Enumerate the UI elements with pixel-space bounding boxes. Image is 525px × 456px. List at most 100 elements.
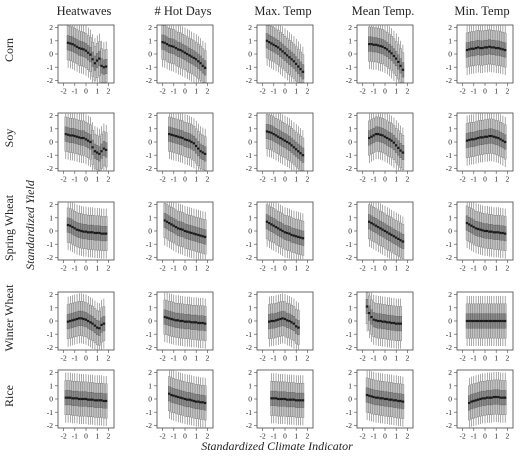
box-median bbox=[172, 318, 176, 321]
box-median bbox=[277, 135, 280, 138]
box-median bbox=[183, 320, 187, 323]
box-median bbox=[69, 134, 72, 137]
box-median bbox=[89, 140, 92, 144]
box-median bbox=[286, 319, 289, 322]
box-median bbox=[188, 398, 191, 401]
y-tick-label: 0 bbox=[148, 395, 152, 404]
y-tick-label: 1 bbox=[348, 303, 352, 312]
y-tick-label: 1 bbox=[148, 303, 152, 312]
box-median bbox=[290, 144, 293, 147]
x-tick-label: -1 bbox=[271, 264, 277, 273]
box-median bbox=[80, 317, 83, 320]
x-tick-label: -2 bbox=[359, 264, 365, 273]
box-median bbox=[481, 319, 484, 323]
box-median bbox=[477, 46, 480, 49]
x-tick-label: 1 bbox=[394, 264, 398, 273]
box-median bbox=[190, 55, 193, 58]
box-median bbox=[174, 46, 178, 50]
box-median bbox=[394, 57, 398, 60]
y-tick-label: -2 bbox=[246, 164, 252, 173]
y-tick-label: 0 bbox=[448, 317, 452, 326]
box-median bbox=[292, 60, 296, 63]
x-tick-label: 2 bbox=[206, 354, 210, 363]
x-tick-label: 0 bbox=[183, 432, 187, 441]
x-tick-label: -2 bbox=[60, 264, 66, 273]
box-median bbox=[277, 46, 280, 49]
box-median bbox=[186, 398, 189, 401]
box-median bbox=[274, 225, 278, 229]
box-median bbox=[73, 134, 77, 138]
box-median bbox=[71, 225, 74, 229]
y-tick-label: -1 bbox=[346, 151, 352, 160]
box-median bbox=[78, 136, 81, 139]
box-median bbox=[87, 319, 90, 323]
box-median bbox=[370, 43, 373, 46]
box-median bbox=[91, 231, 94, 234]
y-tick-label: -1 bbox=[446, 63, 452, 72]
x-tick-label: -1 bbox=[171, 354, 177, 363]
box-median bbox=[299, 236, 302, 239]
x-tick-label: 1 bbox=[394, 354, 398, 363]
box-median bbox=[379, 319, 382, 323]
y-tick-label: -2 bbox=[346, 421, 352, 430]
box-median bbox=[84, 318, 88, 321]
x-tick-label: 0 bbox=[183, 87, 187, 96]
x-tick-label: -2 bbox=[459, 87, 465, 96]
row-label: Spring Wheat bbox=[2, 194, 16, 261]
y-tick-label: 2 bbox=[248, 111, 252, 120]
y-tick-label: 2 bbox=[248, 200, 252, 209]
x-tick-label: -2 bbox=[159, 87, 165, 96]
box-median bbox=[89, 321, 92, 324]
box-median bbox=[470, 138, 473, 141]
x-tick-label: 2 bbox=[506, 87, 510, 96]
x-tick-label: -2 bbox=[459, 264, 465, 273]
box-median bbox=[66, 396, 70, 399]
box-median bbox=[66, 320, 70, 323]
box-median bbox=[102, 399, 106, 403]
x-tick-label: 2 bbox=[506, 432, 510, 441]
x-tick-label: -1 bbox=[72, 264, 78, 273]
box-median bbox=[481, 229, 484, 232]
box-median bbox=[490, 46, 493, 49]
box-median bbox=[73, 397, 77, 400]
box-median bbox=[465, 319, 469, 323]
box-median bbox=[301, 154, 305, 157]
y-tick-label: 1 bbox=[248, 213, 252, 222]
box-median bbox=[488, 134, 491, 138]
y-tick-label: -1 bbox=[47, 151, 53, 160]
x-tick-label: 2 bbox=[107, 87, 111, 96]
box-median bbox=[392, 54, 396, 58]
x-tick-label: 2 bbox=[506, 354, 510, 363]
x-tick-label: 2 bbox=[306, 87, 310, 96]
box-median bbox=[268, 221, 271, 225]
box-median bbox=[98, 57, 101, 60]
x-tick-label: -1 bbox=[171, 264, 177, 273]
box-median bbox=[179, 319, 182, 323]
y-tick-label: 2 bbox=[49, 290, 53, 299]
y-tick-label: -1 bbox=[446, 330, 452, 339]
y-tick-label: 2 bbox=[248, 23, 252, 32]
box-median bbox=[477, 398, 480, 401]
y-tick-label: -2 bbox=[246, 421, 252, 430]
box-median bbox=[95, 59, 99, 62]
box-median bbox=[383, 46, 387, 50]
box-median bbox=[292, 322, 296, 325]
y-tick-label: -1 bbox=[246, 240, 252, 249]
box-median bbox=[163, 219, 167, 222]
x-tick-label: -2 bbox=[359, 87, 365, 96]
box-median bbox=[82, 397, 85, 401]
box-median bbox=[286, 54, 289, 57]
box-median bbox=[299, 399, 302, 402]
box-median bbox=[468, 48, 471, 51]
box-median bbox=[181, 50, 184, 53]
box-median bbox=[78, 229, 81, 232]
box-median bbox=[379, 227, 382, 230]
x-tick-label: -2 bbox=[359, 175, 365, 184]
row-label: Winter Wheat bbox=[2, 284, 16, 352]
y-tick-label: 2 bbox=[348, 111, 352, 120]
box-median bbox=[274, 134, 278, 137]
box-median bbox=[281, 138, 284, 141]
